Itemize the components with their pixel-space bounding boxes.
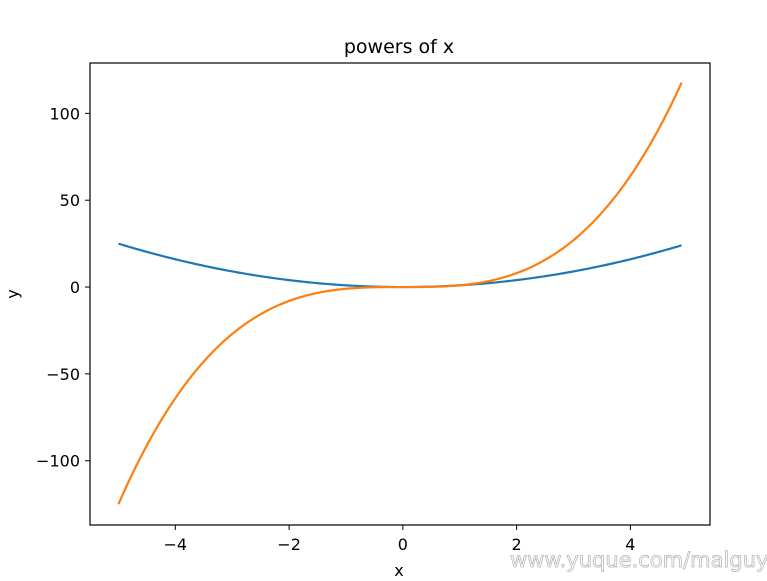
y-tick-label: 100 bbox=[49, 104, 80, 123]
axes-frame bbox=[89, 62, 711, 526]
x-tick-label: −2 bbox=[277, 535, 301, 554]
y-tick-label: −50 bbox=[46, 365, 80, 384]
watermark: www.yuque.com/malguy bbox=[510, 548, 767, 572]
y-tick-label: 0 bbox=[70, 278, 80, 297]
y-axis: −100 −50 0 50 100 bbox=[36, 104, 90, 471]
series-line-0 bbox=[118, 242, 682, 289]
chart-title: powers of x bbox=[344, 36, 454, 58]
x-axis-label: x bbox=[394, 561, 403, 580]
y-axis-label: y bbox=[3, 289, 22, 298]
plot-area bbox=[117, 82, 683, 505]
x-tick-label: 4 bbox=[625, 535, 635, 554]
y-tick-label: 50 bbox=[60, 191, 80, 210]
series-line-1 bbox=[117, 82, 683, 505]
x-axis: −4 −2 0 2 4 bbox=[164, 525, 635, 554]
x-tick-label: 0 bbox=[398, 535, 408, 554]
x-tick-label: −4 bbox=[164, 535, 188, 554]
x-tick-label: 2 bbox=[512, 535, 522, 554]
y-tick-label: −100 bbox=[36, 452, 80, 471]
